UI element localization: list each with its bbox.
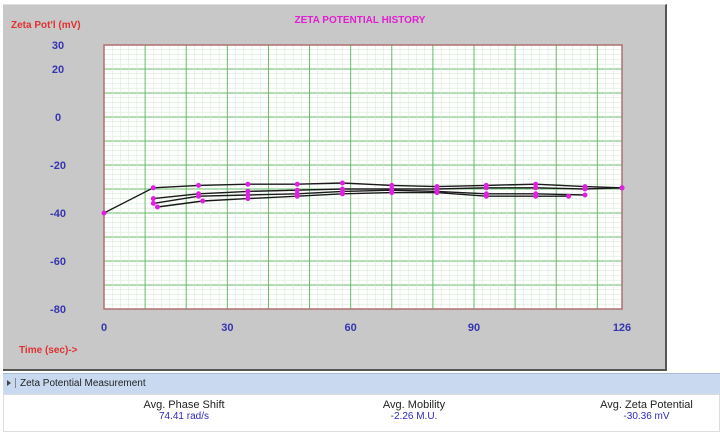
x-tick-label: 126 [613, 322, 631, 334]
data-point [150, 196, 156, 202]
metrics-row: Avg. Phase Shift 74.41 rad/s Avg. Mobili… [3, 394, 720, 432]
data-point [389, 190, 395, 196]
series-line-0 [103, 182, 623, 214]
x-tick-label: 30 [221, 322, 233, 334]
y-tick-label: -60 [50, 256, 66, 268]
data-point [196, 182, 202, 188]
metric-label: Avg. Zeta Potential [600, 399, 693, 411]
x-tick-label: 90 [468, 322, 480, 334]
section-title: Zeta Potential Measurement [20, 378, 146, 389]
plot-frame [103, 44, 623, 310]
chart-panel: 30 20 0 -20 -40 -60 -80 0 30 60 90 126 ZETA POTENTI… [3, 4, 667, 371]
series-line-2 [153, 189, 586, 205]
data-point [533, 193, 539, 199]
metric-label: Avg. Mobility [382, 399, 446, 411]
x-axis-label: Time (sec)-> [19, 345, 78, 356]
y-axis-label: Zeta Pot'l (mV) [11, 20, 81, 31]
plot-area [104, 45, 622, 309]
data-point [533, 185, 539, 191]
y-tick-label: 20 [52, 64, 64, 76]
metric-value: 74.41 rad/s [158, 411, 210, 422]
data-point [196, 193, 202, 199]
data-point [294, 193, 300, 199]
metric-mobility: Avg. Mobility -2.26 M.U. [344, 399, 484, 422]
y-tick-label: -20 [50, 160, 66, 172]
y-tick-label: -40 [50, 208, 66, 220]
section-header[interactable]: Zeta Potential Measurement [3, 373, 720, 394]
series-line-3 [157, 191, 569, 208]
data-point [483, 193, 489, 199]
data-point [434, 190, 440, 196]
data-point [200, 198, 206, 204]
data-point [245, 196, 251, 202]
data-point [245, 192, 251, 198]
metric-label: Avg. Phase Shift [143, 399, 225, 411]
data-point [245, 181, 251, 187]
zeta-potential-chart: 30 20 0 -20 -40 -60 -80 0 30 60 90 126 ZETA POTENTI… [11, 15, 631, 356]
x-tick-label: 60 [345, 322, 357, 334]
data-point [389, 182, 395, 188]
metric-value: -30.36 mV [623, 411, 670, 422]
metric-zeta-potential: Avg. Zeta Potential -30.36 mV [574, 399, 719, 422]
data-point [245, 188, 251, 194]
data-point [339, 191, 345, 197]
data-point [566, 193, 572, 199]
x-tick-label: 0 [101, 322, 107, 334]
data-point [619, 185, 625, 191]
data-point [294, 181, 300, 187]
y-tick-label: -80 [50, 304, 66, 316]
data-point [582, 186, 588, 192]
data-point [150, 185, 156, 191]
y-tick-label: 0 [55, 112, 61, 124]
data-point [154, 204, 160, 210]
data-point [339, 180, 345, 186]
data-point [483, 185, 489, 191]
metric-value: -2.26 M.U. [390, 411, 438, 422]
chart-title: ZETA POTENTIAL HISTORY [295, 15, 426, 26]
data-point [533, 181, 539, 187]
metric-phase-shift: Avg. Phase Shift 74.41 rad/s [114, 399, 254, 422]
y-tick-label: 30 [52, 40, 64, 52]
data-point [150, 200, 156, 206]
data-point [101, 210, 107, 216]
data-point [582, 192, 588, 198]
expand-arrow-icon[interactable] [7, 380, 11, 386]
divider [15, 378, 16, 389]
data-point [294, 187, 300, 193]
